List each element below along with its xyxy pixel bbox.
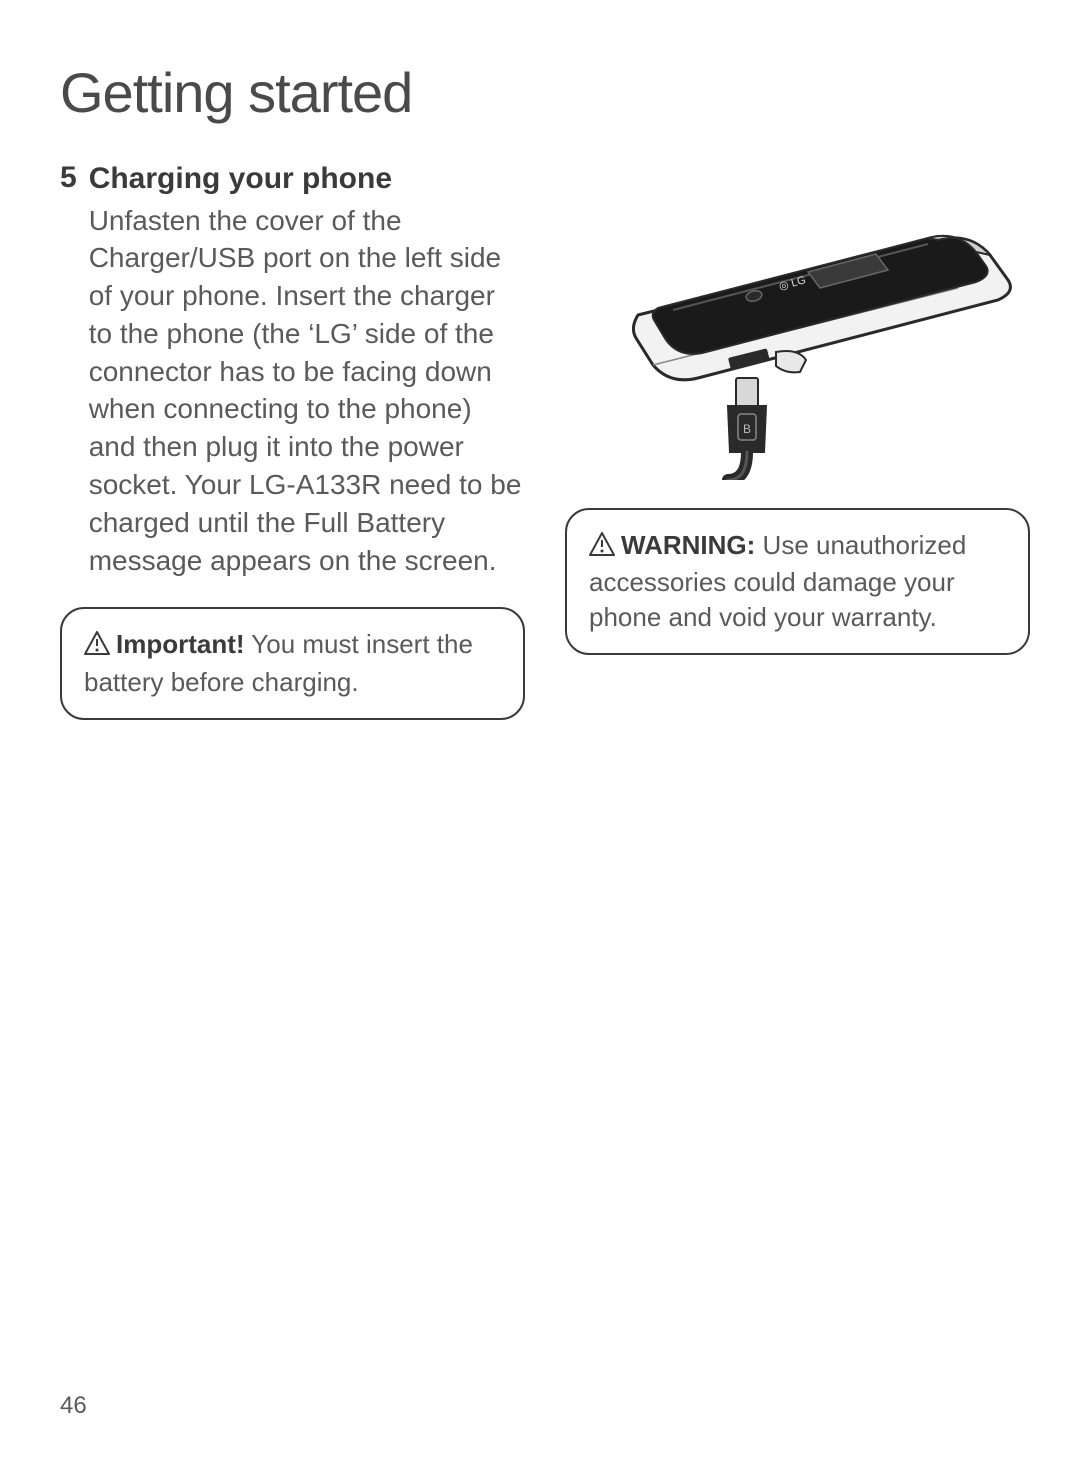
- section-body: Charging your phone Unfasten the cover o…: [89, 160, 525, 579]
- section-number: 5: [60, 160, 77, 579]
- left-column: 5 Charging your phone Unfasten the cover…: [60, 160, 525, 720]
- section-text: Unfasten the cover of the Charger/USB po…: [89, 202, 525, 580]
- warning-label: WARNING:: [621, 530, 755, 560]
- important-label: Important!: [116, 629, 245, 659]
- warning-icon: [84, 629, 110, 664]
- section-heading: Charging your phone: [89, 160, 525, 198]
- phone-charger-figure: ◎ LG B: [565, 160, 1030, 480]
- svg-text:B: B: [743, 422, 751, 436]
- page-number: 46: [60, 1392, 87, 1420]
- warning-icon: [589, 530, 615, 565]
- section-charging: 5 Charging your phone Unfasten the cover…: [60, 160, 525, 579]
- warning-callout: WARNING: Use unauthorized accessories co…: [565, 508, 1030, 655]
- important-callout: Important! You must insert the battery b…: [60, 607, 525, 719]
- right-column: ◎ LG B: [565, 160, 1030, 720]
- content-columns: 5 Charging your phone Unfasten the cover…: [60, 160, 1030, 720]
- page-title: Getting started: [60, 60, 1030, 125]
